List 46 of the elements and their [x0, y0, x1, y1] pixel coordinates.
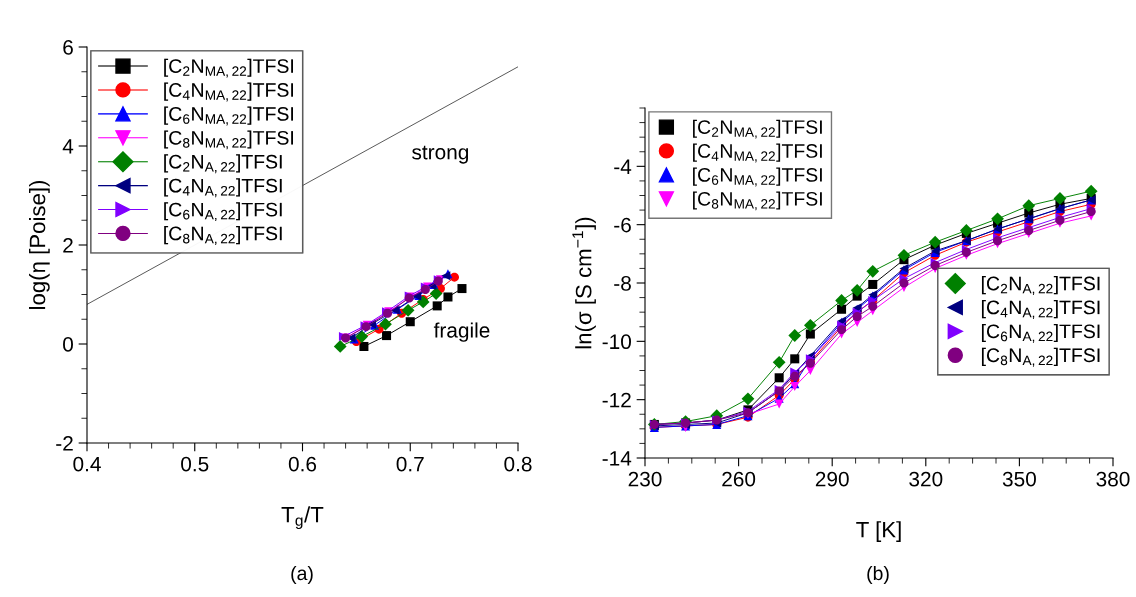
- legend-label: [C$_{8}$N$_{MA,22}$]TFSI: [693, 191, 822, 211]
- y-tick-label: 0: [63, 337, 73, 352]
- y-tick-label: -10: [602, 334, 631, 350]
- y-tick-label: -2: [56, 436, 73, 451]
- x-tick-label: 0.8: [504, 456, 532, 472]
- legend-label: [C$_{4}$N$_{A,22}$]TFSI: [981, 300, 1100, 319]
- x-tick-label: 0.6: [288, 456, 317, 472]
- legend-label: [C$_{2}$N$_{A,22}$]TFSI: [981, 276, 1100, 296]
- x-tick-label: 230: [628, 471, 662, 487]
- x-axis-title: T$_{g}$/T: [281, 506, 324, 530]
- y-axis-title: ln(σ [S cm$^{−1}$]): [572, 217, 596, 349]
- text: (b): [867, 565, 889, 585]
- legend-label: [C$_{6}$N$_{A,22}$]TFSI: [164, 202, 282, 222]
- x-tick-label: 320: [909, 471, 943, 487]
- legend-label: [C$_{8}$N$_{A,22}$]TFSI: [981, 347, 1100, 367]
- x-tick-label: 0.4: [73, 456, 101, 472]
- annotation: fragile: [433, 322, 490, 342]
- legend-label: [C$_{2}$N$_{MA,22}$]TFSI: [164, 58, 293, 78]
- y-tick-label: -14: [602, 451, 632, 466]
- legend-label: [C$_{6}$N$_{MA,22}$]TFSI: [164, 106, 293, 126]
- x-axis-title: T [K]: [856, 521, 901, 542]
- text: (a): [291, 565, 313, 585]
- x-tick-label: 0.7: [396, 456, 424, 472]
- legend-label: [C$_{6}$N$_{A,22}$]TFSI: [981, 323, 1100, 343]
- y-tick-label: 6: [63, 40, 73, 55]
- y-axis-title: log(η [Poise]): [29, 180, 50, 309]
- legend-label: [C$_{2}$N$_{A,22}$]TFSI: [164, 154, 282, 174]
- y-tick-label: -8: [614, 276, 631, 291]
- y-tick-label: -4: [614, 159, 632, 174]
- y-tick-label: 2: [63, 238, 73, 253]
- x-tick-label: 350: [1002, 471, 1036, 487]
- legend-label: [C$_{4}$N$_{MA,22}$]TFSI: [164, 82, 293, 102]
- legend-label: [C$_{8}$N$_{MA,22}$]TFSI: [164, 130, 293, 150]
- annotation: strong: [412, 145, 469, 164]
- x-tick-label: 380: [1096, 471, 1130, 487]
- y-tick-label: -12: [602, 392, 631, 408]
- legend-label: [C$_{4}$N$_{A,22}$]TFSI: [164, 178, 282, 198]
- legend-label: [C$_{4}$N$_{MA,22}$]TFSI: [693, 143, 822, 163]
- x-tick-label: 260: [722, 471, 756, 487]
- legend-label: [C$_{8}$N$_{A,22}$]TFSI: [164, 226, 282, 245]
- x-tick-label: 290: [815, 471, 849, 487]
- x-tick-label: 0.5: [181, 456, 209, 472]
- y-tick-label: 4: [62, 139, 74, 154]
- legend-label: [C$_{6}$N$_{MA,22}$]TFSI: [693, 167, 822, 187]
- legend-label: [C$_{2}$N$_{MA,22}$]TFSI: [693, 119, 822, 139]
- y-tick-label: -6: [614, 217, 631, 233]
